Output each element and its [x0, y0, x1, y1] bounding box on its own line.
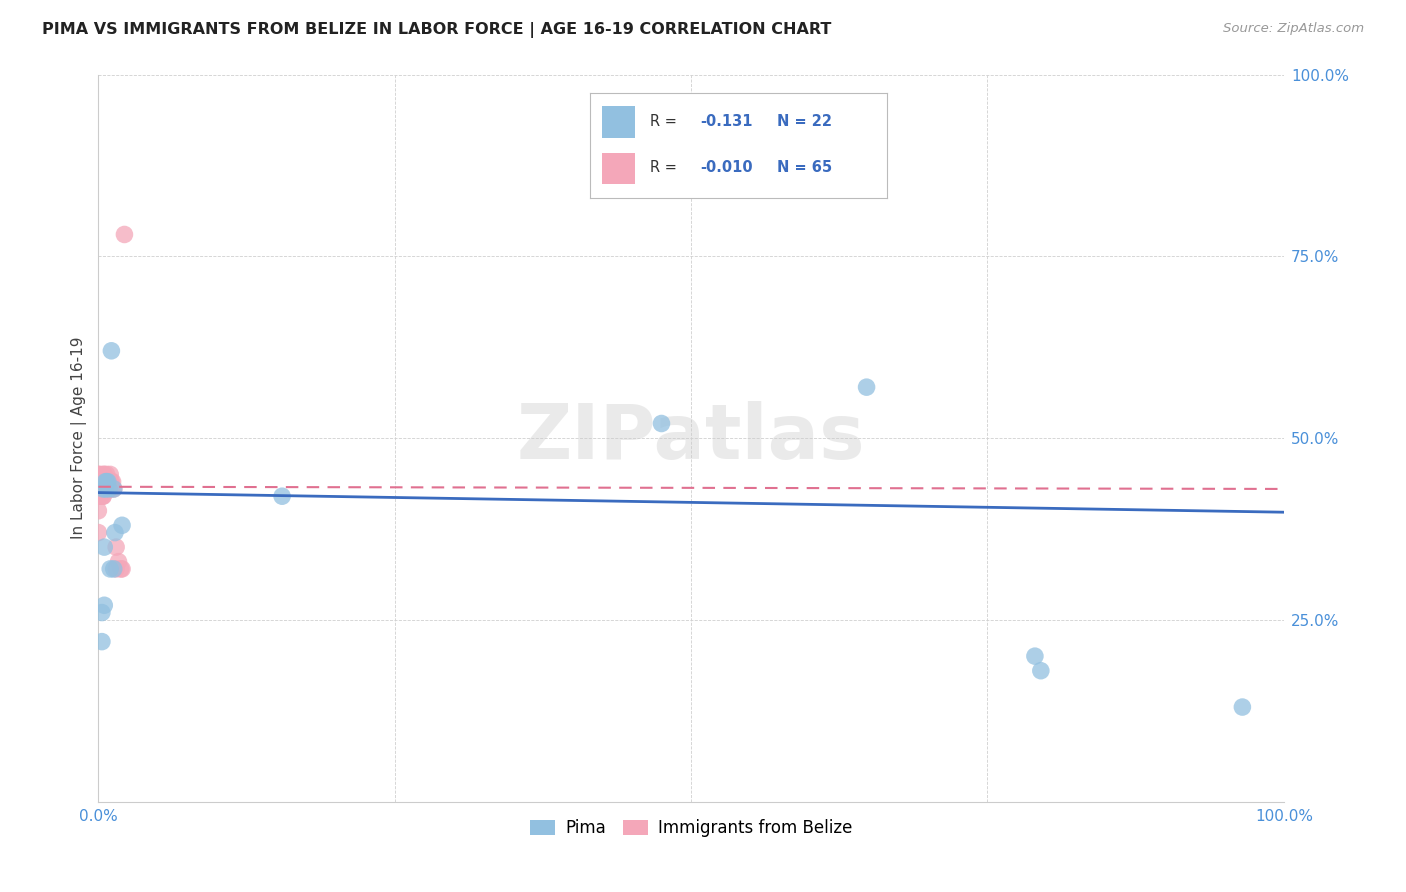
Point [90, 475, 112, 489]
Point [87, 475, 110, 489]
Point [87, 482, 110, 496]
Point [90, 634, 112, 648]
Point [91, 467, 114, 482]
Point [105, 562, 128, 576]
Point [110, 562, 132, 576]
Point [98, 482, 121, 496]
Point [97, 482, 120, 496]
Point [91, 475, 114, 489]
Point [111, 562, 134, 576]
Point [90, 482, 112, 496]
Point [98, 475, 121, 489]
Point [103, 562, 125, 576]
Point [94, 475, 117, 489]
Text: ZIPatlas: ZIPatlas [517, 401, 866, 475]
Point [89, 482, 111, 496]
Point [271, 489, 294, 503]
Point [98, 467, 121, 482]
Point [89, 467, 111, 482]
Point [1232, 700, 1254, 714]
Point [91, 475, 114, 489]
Point [91, 475, 114, 489]
Point [87, 525, 110, 540]
Point [90, 606, 112, 620]
Point [111, 518, 134, 533]
Point [90, 482, 112, 496]
Point [96, 475, 118, 489]
Point [93, 482, 115, 496]
Point [101, 475, 124, 489]
Point [103, 482, 125, 496]
Point [100, 482, 122, 496]
Point [94, 482, 117, 496]
Point [98, 475, 121, 489]
Point [87, 467, 110, 482]
Text: PIMA VS IMMIGRANTS FROM BELIZE IN LABOR FORCE | AGE 16-19 CORRELATION CHART: PIMA VS IMMIGRANTS FROM BELIZE IN LABOR … [42, 22, 831, 38]
Point [107, 555, 129, 569]
Point [90, 482, 112, 496]
Point [90, 475, 112, 489]
Point [93, 599, 115, 613]
Point [91, 489, 114, 503]
Point [87, 475, 110, 489]
Point [93, 475, 115, 489]
Text: Source: ZipAtlas.com: Source: ZipAtlas.com [1223, 22, 1364, 36]
Point [89, 489, 111, 503]
Point [97, 475, 120, 489]
Point [91, 489, 114, 503]
Point [98, 562, 121, 576]
Y-axis label: In Labor Force | Age 16-19: In Labor Force | Age 16-19 [72, 337, 87, 540]
Point [96, 475, 118, 489]
Point [90, 475, 112, 489]
Point [90, 489, 112, 503]
Point [100, 475, 122, 489]
Point [855, 380, 877, 394]
Point [89, 475, 111, 489]
Point [90, 475, 112, 489]
Point [98, 475, 121, 489]
Point [100, 343, 122, 358]
Point [93, 482, 115, 496]
Point [650, 417, 672, 431]
Point [87, 504, 110, 518]
Point [93, 467, 115, 482]
Point [94, 482, 117, 496]
Point [114, 227, 136, 242]
Point [90, 475, 112, 489]
Point [90, 489, 112, 503]
Legend: Pima, Immigrants from Belize: Pima, Immigrants from Belize [523, 813, 859, 844]
Point [90, 482, 112, 496]
Point [96, 467, 118, 482]
Point [89, 482, 111, 496]
Point [104, 525, 127, 540]
Point [97, 475, 120, 489]
Point [94, 475, 117, 489]
Point [96, 482, 118, 496]
Point [105, 540, 128, 554]
Point [103, 482, 125, 496]
Point [89, 482, 111, 496]
Point [91, 482, 114, 496]
Point [87, 489, 110, 503]
Point [91, 482, 114, 496]
Point [94, 482, 117, 496]
Point [91, 475, 114, 489]
Point [89, 489, 111, 503]
Point [91, 482, 114, 496]
Point [1024, 649, 1046, 664]
Point [90, 482, 112, 496]
Point [98, 475, 121, 489]
Point [93, 475, 115, 489]
Point [90, 475, 112, 489]
Point [93, 540, 115, 554]
Point [90, 482, 112, 496]
Point [1029, 664, 1052, 678]
